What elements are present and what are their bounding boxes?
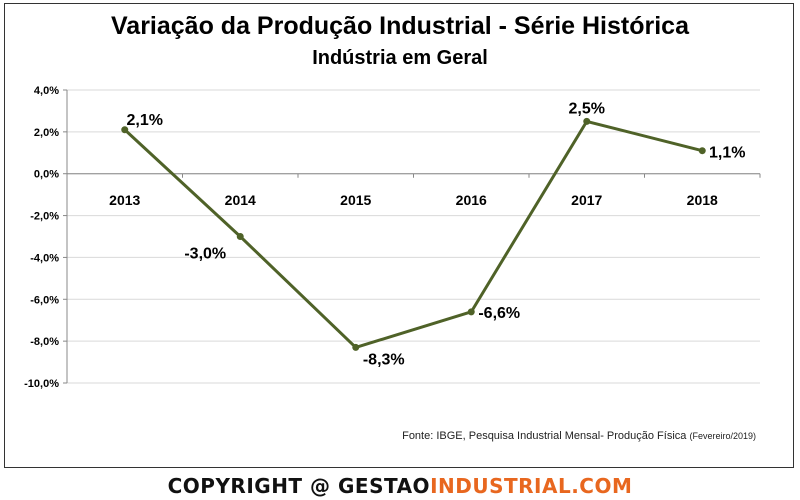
data-label: 2,1% [127, 112, 163, 129]
x-tick-label: 2013 [109, 192, 140, 208]
x-tick-label: 2018 [687, 192, 718, 208]
series-line [123, 119, 703, 349]
y-tick-label: -2,0% [30, 211, 59, 223]
data-labels: 2,1% -3,0% -8,3% -6,6% 2,5% 1,1% [127, 100, 746, 368]
y-tick-label: 0,0% [34, 169, 59, 181]
y-tick-label: 4,0% [34, 85, 59, 97]
y-tick-label: -6,0% [30, 294, 59, 306]
y-tick-label: 2,0% [34, 127, 59, 139]
copyright-prefix: COPYRIGHT @ [167, 474, 338, 498]
chart-frame [4, 3, 794, 468]
source-text: Fonte: IBGE, Pesquisa Industrial Mensal-… [402, 430, 687, 442]
x-tick-label: 2014 [225, 192, 256, 208]
copyright-brand-part1: GESTAO [338, 474, 431, 498]
x-tick-label: 2016 [456, 192, 487, 208]
line-chart: 4,0% 2,0% 0,0% -2,0% -4,0% -6,0% -8,0% -10,0% 2… [24, 85, 761, 390]
data-point [236, 233, 244, 240]
data-label: 2,5% [569, 100, 605, 117]
y-tick-label: -10,0% [24, 378, 59, 390]
copyright-banner: COPYRIGHT @ GESTAOINDUSTRIAL.COM [0, 474, 800, 498]
gridlines [67, 89, 760, 384]
y-tick-label: -8,0% [30, 336, 59, 348]
chart-subtitle: Indústria em Geral [312, 47, 488, 69]
chart-title: Variação da Produção Industrial - Série … [111, 12, 689, 40]
y-tick-labels: 4,0% 2,0% 0,0% -2,0% -4,0% -6,0% -8,0% -10,0% [24, 85, 59, 390]
data-point [352, 343, 360, 351]
data-point [467, 308, 475, 316]
x-tick-labels: 2013 2014 2015 2016 2017 2018 [109, 192, 718, 208]
data-label: 1,1% [709, 145, 745, 162]
data-point [698, 147, 706, 155]
y-tick-label: -4,0% [30, 252, 59, 264]
x-tick-label: 2017 [571, 192, 602, 208]
axes [63, 89, 761, 384]
x-tick-label: 2015 [340, 192, 371, 208]
data-label: -8,3% [363, 351, 405, 368]
data-point [121, 126, 129, 134]
source-note: Fonte: IBGE, Pesquisa Industrial Mensal-… [402, 430, 756, 442]
copyright-brand-part2: INDUSTRIAL.COM [430, 474, 633, 498]
source-date: (Fevereiro/2019) [689, 431, 756, 441]
series-line-group [121, 117, 706, 351]
data-label: -6,6% [478, 305, 520, 322]
data-label: -3,0% [184, 246, 226, 263]
data-point [583, 117, 591, 125]
